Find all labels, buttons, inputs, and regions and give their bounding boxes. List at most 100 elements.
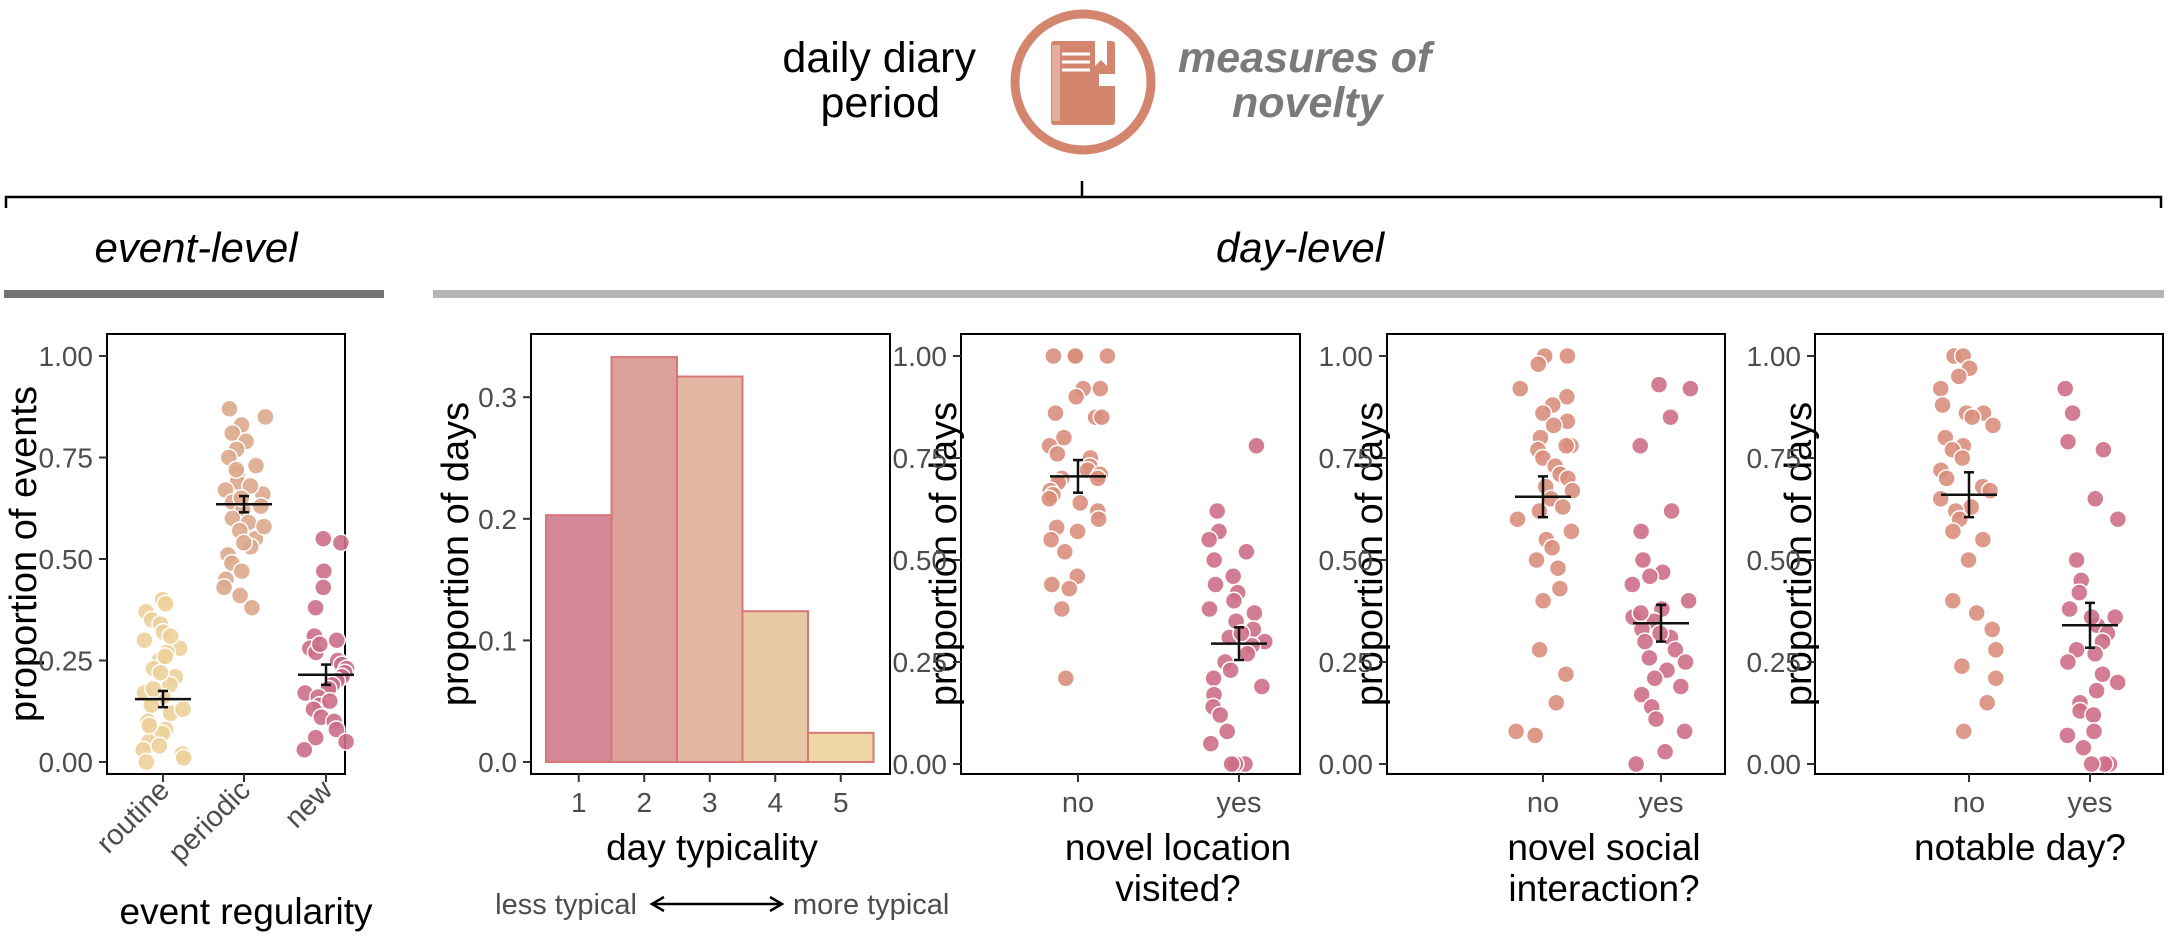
diary-book-icon: [1010, 9, 1156, 155]
data-point-periodic: [214, 578, 234, 597]
section-day-level-bar: [433, 290, 2164, 298]
data-point-no: [1977, 693, 1997, 713]
x-axis-title-line1: novel social: [1507, 827, 1700, 868]
data-point-periodic: [256, 407, 275, 427]
data-point-yes: [1200, 599, 1219, 619]
x-axis-title: event regularity: [120, 891, 373, 932]
data-point-periodic: [230, 586, 250, 605]
y-axis-title: proportion of days: [435, 402, 477, 706]
double-arrow-icon: [649, 895, 785, 913]
y-tick-label: 0.75: [1319, 443, 1374, 474]
data-point-no: [1506, 722, 1526, 741]
x-tick-label: 2: [636, 787, 652, 818]
data-point-yes: [1207, 501, 1227, 521]
y-tick-label: 0.0: [478, 747, 517, 778]
y-tick-label: 1.00: [1319, 341, 1374, 372]
data-point-no: [1553, 497, 1573, 517]
data-point-yes: [1222, 754, 1241, 774]
data-point-no: [1042, 575, 1062, 594]
data-point-new: [327, 720, 346, 739]
section-event-level-bar: [4, 290, 384, 298]
data-point-yes: [1201, 734, 1221, 753]
data-point-new: [336, 732, 356, 751]
y-tick-label: 0.3: [478, 382, 517, 413]
panel-novel-location: proportion of days novel location visite…: [893, 333, 1301, 909]
x-tick-label: 3: [702, 787, 718, 818]
data-point-yes: [1224, 591, 1244, 611]
y-tick-label: 1.00: [893, 341, 948, 372]
data-point-yes: [1630, 436, 1650, 456]
data-point-no: [1931, 489, 1950, 509]
data-point-no: [1982, 620, 2002, 639]
data-point-no: [1092, 407, 1112, 427]
data-point-yes: [2082, 754, 2101, 774]
data-point-no: [1556, 664, 1576, 684]
data-point-new: [331, 533, 351, 553]
data-point-new: [320, 691, 340, 711]
data-point-routine: [137, 752, 156, 772]
data-point-periodic: [234, 533, 254, 553]
data-point-yes: [1623, 575, 1642, 594]
data-point-yes: [1676, 652, 1695, 672]
data-point-periodic: [254, 517, 274, 536]
panel-novel-social-interaction: proportion of days novel social interact…: [1319, 333, 1726, 909]
data-point-yes: [1217, 722, 1237, 741]
data-point-no: [1986, 640, 2006, 660]
x-tick-label: no: [1953, 787, 1985, 819]
data-point-yes: [2067, 550, 2086, 570]
y-axis-title: proportion of events: [3, 386, 45, 722]
data-point-no: [1088, 469, 1108, 488]
data-point-routine: [151, 663, 170, 682]
section-event-level: event-level: [94, 224, 299, 271]
panel-event-regularity: proportion of events event regularity 0.…: [3, 333, 373, 932]
data-point-yes: [2108, 509, 2128, 529]
plot-frame: [960, 333, 1301, 775]
data-point-periodic: [241, 476, 260, 496]
data-point-no: [1558, 346, 1577, 366]
data-point-no: [1060, 579, 1079, 598]
data-point-no: [1044, 346, 1063, 366]
y-tick-label: 0.1: [478, 625, 517, 656]
data-point-no: [1525, 726, 1545, 745]
data-point-new: [314, 561, 334, 581]
data-point-no: [1052, 599, 1072, 619]
data-point-no: [1967, 603, 1986, 623]
bar-4: [741, 610, 809, 763]
data-point-new: [306, 598, 325, 617]
data-point-no: [1542, 538, 1562, 558]
data-point-yes: [1199, 530, 1219, 549]
y-tick-label: 1.00: [1747, 341, 1802, 372]
data-point-no: [1980, 481, 2000, 500]
data-point-no: [1533, 591, 1553, 611]
bar-3: [676, 375, 744, 763]
x-tick-label: no: [1527, 787, 1559, 819]
data-point-yes: [2086, 489, 2105, 509]
header: daily diary period measures of novelty: [4, 9, 2163, 208]
data-point-routine: [150, 736, 169, 756]
data-point-no: [1949, 367, 1969, 386]
section-labels: event-level day-level: [4, 224, 2164, 298]
data-point-yes: [1662, 501, 1681, 521]
data-point-no: [1952, 656, 1972, 676]
data-point-yes: [1645, 669, 1664, 688]
data-point-no: [1931, 379, 1950, 398]
y-tick-label: 0.50: [39, 544, 94, 575]
data-point-yes: [1646, 709, 1666, 729]
data-point-periodic: [246, 456, 266, 475]
header-title-line1: daily diary: [782, 34, 976, 82]
data-point-no: [1933, 395, 1952, 415]
y-axis-title: proportion of days: [1349, 402, 1391, 706]
data-point-yes: [1247, 436, 1266, 456]
data-point-no: [1091, 379, 1110, 398]
data-point-yes: [2063, 403, 2082, 423]
data-point-no: [1954, 722, 1973, 741]
x-tick-label: yes: [1216, 787, 1261, 819]
data-point-routine: [144, 679, 163, 699]
data-point-routine: [174, 748, 193, 768]
data-point-no: [1962, 407, 1982, 427]
data-point-no: [1056, 669, 1076, 688]
data-point-new: [310, 635, 330, 654]
data-point-yes: [2058, 726, 2077, 745]
data-point-yes: [2070, 583, 2089, 602]
data-point-no: [1557, 387, 1577, 407]
